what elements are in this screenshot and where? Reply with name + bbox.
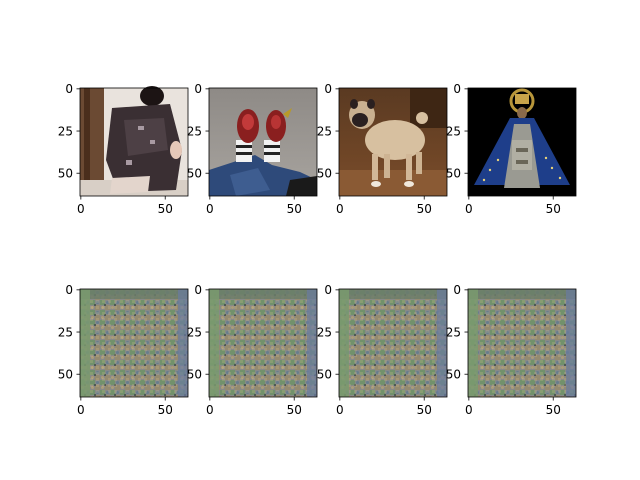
axes-0-2: 0 50 0 25 50 xyxy=(317,82,448,216)
y-tick-label: 50 xyxy=(317,167,332,181)
religious-statue-photo xyxy=(468,88,576,196)
x-tick-label: 0 xyxy=(77,202,85,216)
checkerboard-artifact-output xyxy=(468,289,576,397)
x-tick-label: 50 xyxy=(158,403,173,417)
person-sitting-photo xyxy=(80,86,188,196)
y-tick-label: 50 xyxy=(317,368,332,382)
x-tick-label: 50 xyxy=(417,403,432,417)
panel-1-1 xyxy=(209,289,317,397)
y-tick-label: 25 xyxy=(187,325,202,339)
axes-0-0: 0 50 0 25 50 xyxy=(58,82,189,216)
y-tick-label: 0 xyxy=(324,82,332,96)
x-tick-label: 0 xyxy=(77,403,85,417)
y-tick-label: 25 xyxy=(58,124,73,138)
axes-frame xyxy=(208,87,318,197)
axes-frame xyxy=(467,87,577,197)
checkerboard-artifact-output xyxy=(80,289,188,397)
x-tick-label: 0 xyxy=(465,403,473,417)
panel-0-3 xyxy=(468,88,576,196)
axes-frame xyxy=(79,288,189,398)
checkerboard-artifact-output xyxy=(339,289,447,397)
x-tick-label: 0 xyxy=(336,202,344,216)
axes-1-3: 0 50 0 25 50 xyxy=(446,283,577,417)
y-tick-label: 50 xyxy=(446,368,461,382)
axes-frame xyxy=(208,288,318,398)
panel-1-2 xyxy=(339,289,447,397)
x-tick-label: 0 xyxy=(465,202,473,216)
axes-0-3: 0 50 0 25 50 xyxy=(446,82,577,216)
y-tick-label: 50 xyxy=(446,167,461,181)
y-tick-label: 25 xyxy=(187,124,202,138)
axes-layer: 0 50 0 25 50 0 50 0 25 50 0 50 0 25 50 0 50 0 25 50 0 50 0 25 50… xyxy=(58,82,577,417)
y-tick-label: 25 xyxy=(58,325,73,339)
axes-frame xyxy=(338,87,448,197)
x-tick-label: 0 xyxy=(206,202,214,216)
axes-1-2: 0 50 0 25 50 xyxy=(317,283,448,417)
pug-dog-photo xyxy=(339,88,447,196)
x-tick-label: 0 xyxy=(206,403,214,417)
axes-frame xyxy=(467,288,577,398)
y-tick-label: 0 xyxy=(194,283,202,297)
y-tick-label: 25 xyxy=(317,325,332,339)
axes-frame xyxy=(338,288,448,398)
axes-1-1: 0 50 0 25 50 xyxy=(187,283,318,417)
panel-0-2 xyxy=(339,88,447,196)
x-tick-label: 50 xyxy=(417,202,432,216)
panel-0-0 xyxy=(80,86,188,196)
y-tick-label: 50 xyxy=(58,167,73,181)
panel-1-3 xyxy=(468,289,576,397)
x-tick-label: 50 xyxy=(546,202,561,216)
checkerboard-artifact-output xyxy=(209,289,317,397)
y-tick-label: 0 xyxy=(453,283,461,297)
panel-0-1 xyxy=(209,88,317,196)
x-tick-label: 0 xyxy=(336,403,344,417)
axes-1-0: 0 50 0 25 50 xyxy=(58,283,189,417)
axes-frame xyxy=(79,87,189,197)
y-tick-label: 0 xyxy=(65,283,73,297)
x-tick-label: 50 xyxy=(546,403,561,417)
y-tick-label: 0 xyxy=(65,82,73,96)
y-tick-label: 50 xyxy=(58,368,73,382)
y-tick-label: 50 xyxy=(187,368,202,382)
y-tick-label: 25 xyxy=(317,124,332,138)
y-tick-label: 50 xyxy=(187,167,202,181)
y-tick-label: 0 xyxy=(453,82,461,96)
y-tick-label: 25 xyxy=(446,325,461,339)
y-tick-label: 0 xyxy=(324,283,332,297)
red-shoes-photo xyxy=(209,88,317,196)
y-tick-label: 25 xyxy=(446,124,461,138)
x-tick-label: 50 xyxy=(287,403,302,417)
y-tick-label: 0 xyxy=(194,82,202,96)
x-tick-label: 50 xyxy=(158,202,173,216)
axes-0-1: 0 50 0 25 50 xyxy=(187,82,318,216)
panel-1-0 xyxy=(80,289,188,397)
x-tick-label: 50 xyxy=(287,202,302,216)
